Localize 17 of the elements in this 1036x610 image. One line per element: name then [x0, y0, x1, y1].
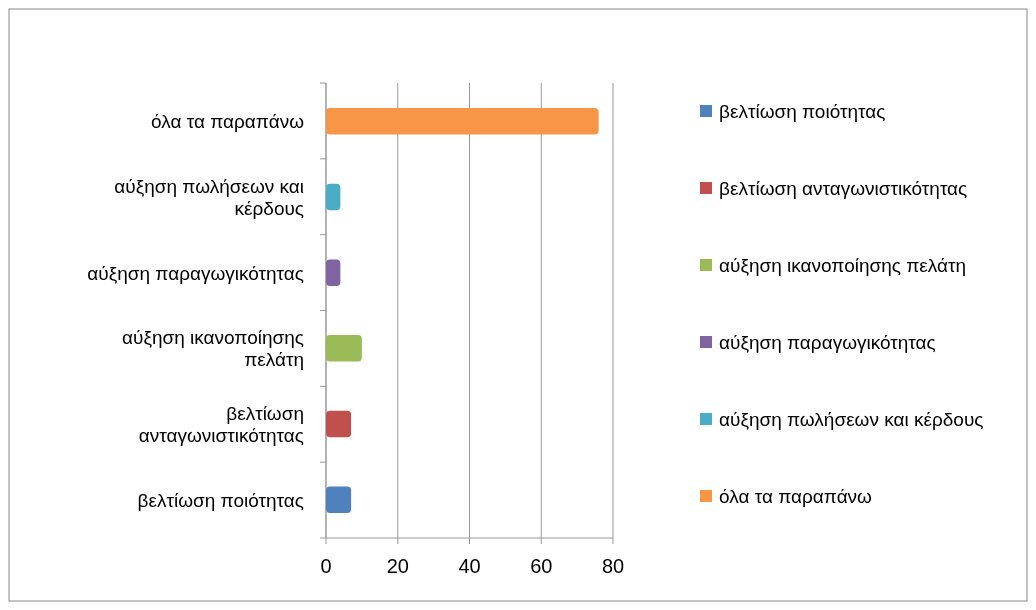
y-tick-label: όλα τα παραπάνω [151, 111, 305, 133]
x-tick-label: 40 [458, 555, 481, 577]
legend-label: αύξηση ικανοποίησης πελάτη [719, 255, 967, 276]
x-tick-label: 20 [386, 555, 409, 577]
x-tick-label: 0 [320, 555, 332, 577]
x-tick-label: 60 [530, 555, 553, 577]
y-tick-label: αύξηση ικανοποίησης πελάτη [122, 327, 304, 371]
y-tick-label: αύξηση παραγωγικότητας [87, 262, 304, 284]
y-tick-label: βελτίωση ποιότητας [137, 489, 304, 511]
legend-label: βελτίωση ανταγωνιστικότητας [719, 178, 968, 199]
legend-label: αύξηση πωλήσεων και κέρδους [719, 409, 984, 430]
legend-label: βελτίωση ποιότητας [719, 101, 886, 122]
y-tick-label: αύξηση πωλήσεων και κέρδους [114, 175, 304, 219]
y-tick-label: βελτίωση ανταγωνιστικότητας [138, 403, 304, 447]
x-tick-label: 80 [601, 555, 625, 577]
legend-label: όλα τα παραπάνω [719, 486, 873, 507]
legend-label: αύξηση παραγωγικότητας [719, 332, 936, 353]
